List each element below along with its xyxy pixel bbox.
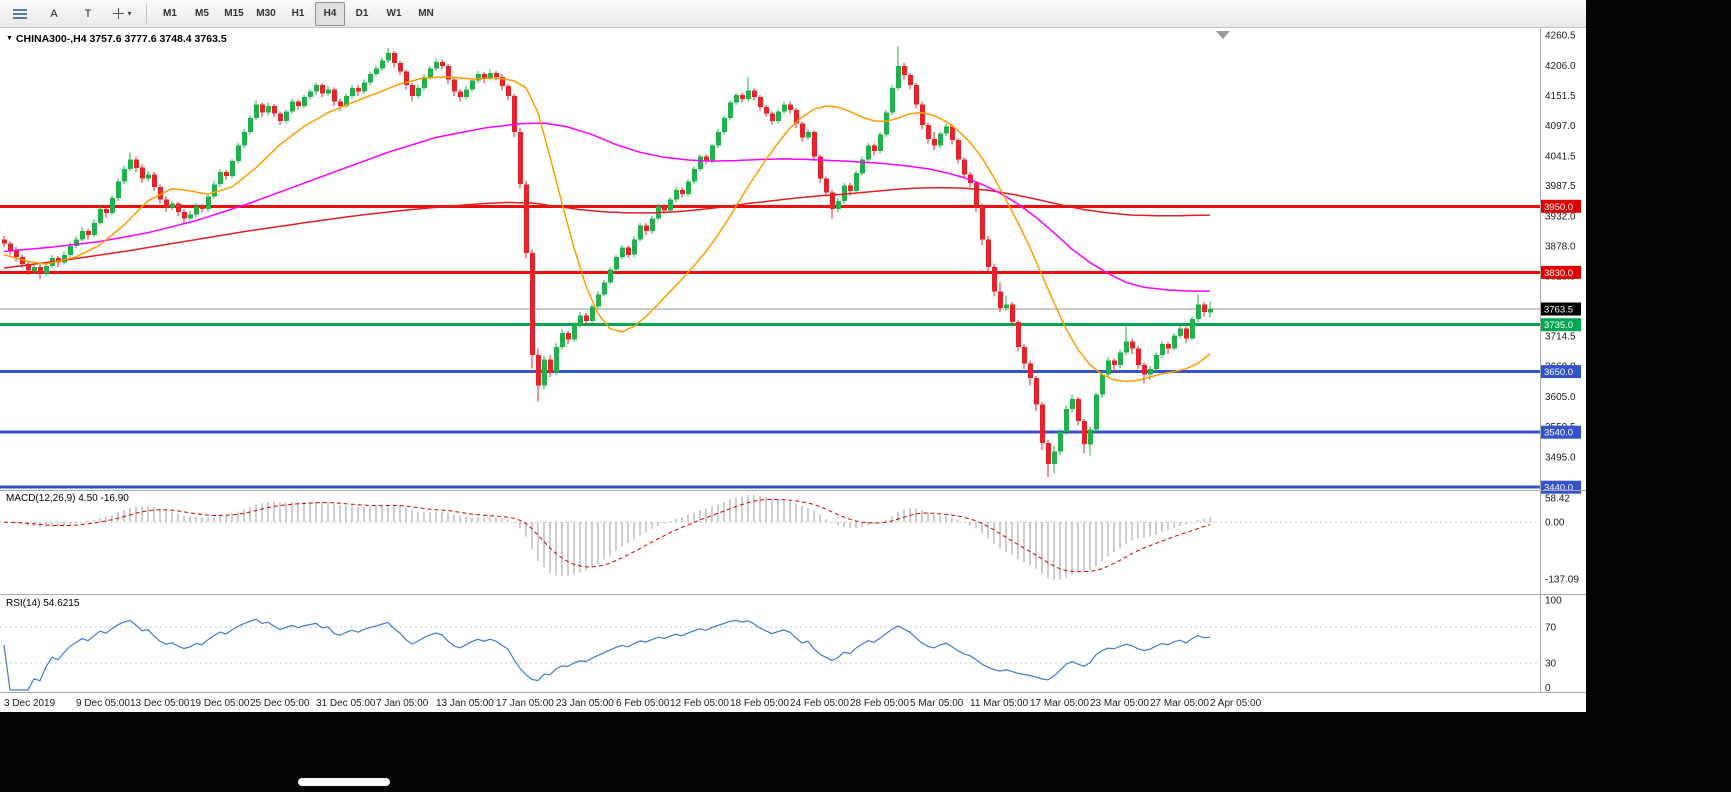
svg-text:3950.0: 3950.0 — [1544, 202, 1573, 213]
svg-text:5 Mar 05:00: 5 Mar 05:00 — [910, 698, 964, 709]
svg-text:3540.0: 3540.0 — [1544, 428, 1573, 439]
timeframe-button-h4[interactable]: H4 — [315, 1, 345, 26]
svg-text:4097.0: 4097.0 — [1545, 121, 1576, 132]
svg-text:3735.0: 3735.0 — [1544, 320, 1573, 331]
svg-text:24 Feb 05:00: 24 Feb 05:00 — [790, 698, 849, 709]
svg-text:11 Mar 05:00: 11 Mar 05:00 — [970, 698, 1029, 709]
timeframe-button-m1[interactable]: M1 — [163, 8, 177, 19]
svg-text:3763.5: 3763.5 — [1544, 305, 1573, 316]
svg-text:17 Mar 05:00: 17 Mar 05:00 — [1030, 698, 1089, 709]
svg-text:23 Jan 05:00: 23 Jan 05:00 — [556, 698, 614, 709]
text-tool-button[interactable]: T — [72, 2, 104, 26]
toolbar: A T ▾ M1 M5 M15 M30 H1 H4 D1 W1 MN — [0, 0, 1586, 28]
svg-text:28 Feb 05:00: 28 Feb 05:00 — [850, 698, 909, 709]
timeframe-button-m30[interactable]: M30 — [256, 8, 276, 19]
svg-text:31 Dec 05:00: 31 Dec 05:00 — [316, 698, 376, 709]
svg-text:4151.5: 4151.5 — [1545, 91, 1576, 102]
svg-text:3650.0: 3650.0 — [1544, 367, 1573, 378]
svg-text:0.00: 0.00 — [1545, 518, 1565, 529]
svg-text:13 Dec 05:00: 13 Dec 05:00 — [130, 698, 190, 709]
mt4-window: A T ▾ M1 M5 M15 M30 H1 H4 D1 W1 MN 4260.… — [0, 0, 1586, 712]
svg-text:4260.5: 4260.5 — [1545, 31, 1576, 42]
caret-down-icon: ▾ — [127, 9, 132, 18]
svg-text:0: 0 — [1545, 683, 1551, 694]
svg-text:30: 30 — [1545, 659, 1557, 670]
svg-text:17 Jan 05:00: 17 Jan 05:00 — [496, 698, 554, 709]
drawing-tools-button[interactable]: ▾ — [106, 2, 138, 26]
timeframe-button-h1[interactable]: H1 — [291, 8, 305, 19]
svg-text:12 Feb 05:00: 12 Feb 05:00 — [670, 698, 729, 709]
timeframe-button-w1[interactable]: W1 — [386, 8, 402, 19]
timeframe-button-d1[interactable]: D1 — [355, 8, 369, 19]
svg-text:3 Dec 2019: 3 Dec 2019 — [4, 698, 56, 709]
svg-text:4041.5: 4041.5 — [1545, 151, 1576, 162]
timeframe-button-m15[interactable]: M15 — [224, 8, 244, 19]
svg-text:6 Feb 05:00: 6 Feb 05:00 — [616, 698, 670, 709]
svg-text:27 Mar 05:00: 27 Mar 05:00 — [1150, 698, 1209, 709]
svg-text:23 Mar 05:00: 23 Mar 05:00 — [1090, 698, 1149, 709]
svg-text:3714.5: 3714.5 — [1545, 332, 1576, 343]
text-tool-label: T — [84, 7, 92, 20]
timeframe-button-mn[interactable]: MN — [418, 8, 434, 19]
timeframe-button-m5[interactable]: M5 — [195, 8, 209, 19]
svg-text:25 Dec 05:00: 25 Dec 05:00 — [250, 698, 310, 709]
svg-text:3987.5: 3987.5 — [1545, 181, 1576, 192]
toolbar-separator — [146, 3, 147, 24]
svg-text:-137.09: -137.09 — [1545, 575, 1579, 586]
svg-text:70: 70 — [1545, 623, 1557, 634]
svg-text:100: 100 — [1545, 596, 1562, 607]
svg-text:3495.0: 3495.0 — [1545, 452, 1576, 463]
svg-text:19 Dec 05:00: 19 Dec 05:00 — [190, 698, 250, 709]
svg-text:7 Jan 05:00: 7 Jan 05:00 — [376, 698, 429, 709]
svg-text:4206.0: 4206.0 — [1545, 61, 1576, 72]
crosshair-icon — [113, 8, 125, 19]
cursor-tool-button[interactable]: A — [38, 2, 70, 26]
bottom-center-bar — [298, 778, 390, 786]
svg-text:3830.0: 3830.0 — [1544, 268, 1573, 279]
svg-text:3932.0: 3932.0 — [1545, 212, 1576, 223]
svg-text:13 Jan 05:00: 13 Jan 05:00 — [436, 698, 494, 709]
svg-text:58.42: 58.42 — [1545, 494, 1570, 505]
svg-text:3605.0: 3605.0 — [1545, 392, 1576, 403]
charts-grid-icon — [13, 7, 27, 21]
chart-area[interactable]: 4260.5 4206.0 4151.5 4097.0 4041.5 3987.5 3932… — [0, 28, 1586, 712]
svg-text:9 Dec 05:00: 9 Dec 05:00 — [76, 698, 130, 709]
cursor-tool-label: A — [50, 7, 58, 20]
svg-text:2 Apr 05:00: 2 Apr 05:00 — [1210, 698, 1262, 709]
svg-text:3878.0: 3878.0 — [1545, 242, 1576, 253]
svg-text:3440.0: 3440.0 — [1544, 483, 1573, 494]
svg-text:18 Feb 05:00: 18 Feb 05:00 — [730, 698, 789, 709]
charts-bar-button[interactable] — [4, 2, 36, 26]
